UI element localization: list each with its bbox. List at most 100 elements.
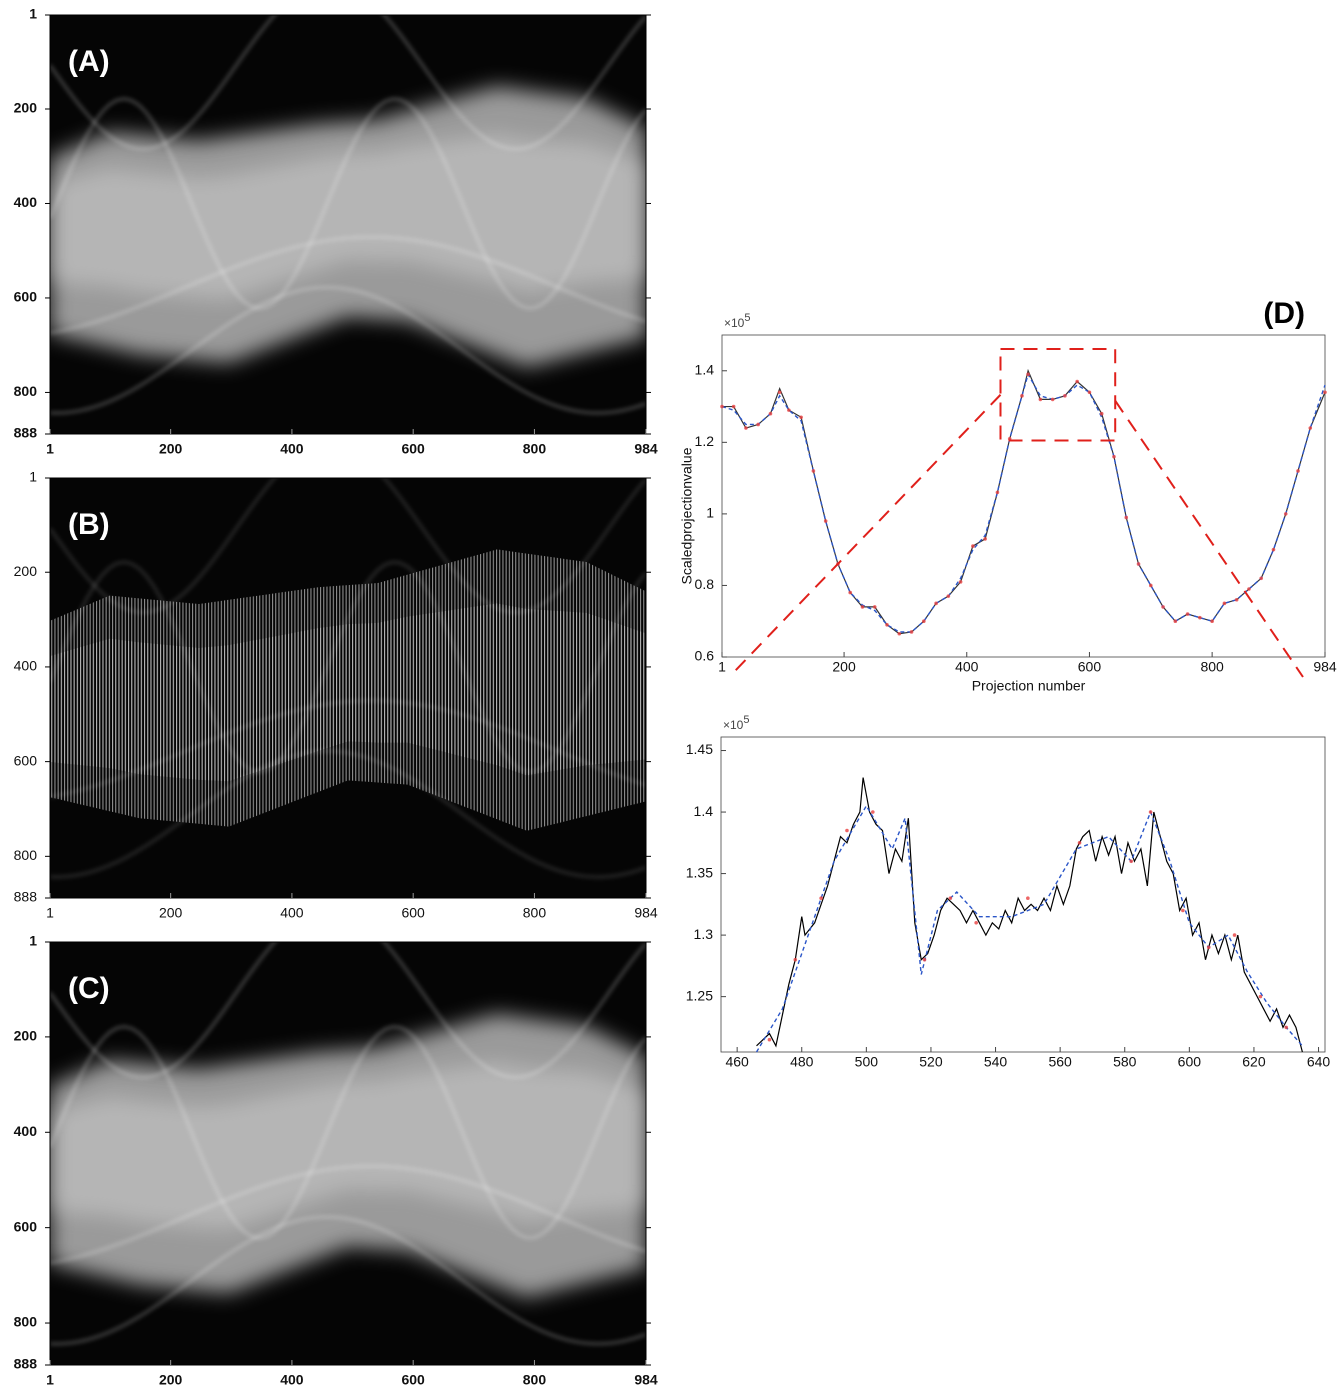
x-tick-label: 600 — [1178, 1054, 1202, 1070]
data-point — [1234, 597, 1239, 602]
y-tick-label: 800 — [14, 1314, 38, 1330]
y-tick-label: 888 — [14, 425, 38, 441]
data-point — [1308, 426, 1313, 430]
sinogram-strand — [50, 1164, 646, 1265]
data-point — [974, 921, 978, 925]
data-point — [983, 537, 987, 541]
sinogram-strand — [50, 1215, 646, 1346]
data-point — [1259, 576, 1264, 581]
data-point — [946, 594, 951, 598]
zoom-box — [999, 347, 1117, 442]
sinogram-strand — [50, 699, 646, 799]
data-point — [1284, 1025, 1289, 1030]
axes-frame — [49, 14, 647, 435]
x-tick-label: 640 — [1307, 1054, 1331, 1070]
sinogram-strand — [50, 285, 646, 415]
data-point — [995, 490, 1000, 495]
x-tick-label: 600 — [401, 905, 425, 921]
y-tick-label: 888 — [14, 889, 38, 905]
y-tick-label: 1.45 — [686, 741, 713, 757]
x-tick-label: 400 — [280, 1372, 304, 1388]
data-point — [811, 469, 816, 473]
axes-frame — [720, 736, 1326, 1053]
x-tick-label: 984 — [634, 1372, 658, 1388]
data-point — [1185, 612, 1190, 616]
x-tick-label: 400 — [955, 659, 979, 675]
y-tick-label: 1.4 — [694, 803, 714, 819]
x-tick-label: 200 — [159, 905, 183, 921]
y-tick-label: 1 — [29, 469, 37, 485]
sinogram-strand — [50, 560, 646, 774]
data-point — [948, 896, 953, 900]
x-tick-label: 800 — [523, 441, 547, 457]
x-tick-label: 200 — [159, 441, 183, 457]
data-point — [1020, 394, 1024, 398]
sinogram-strand — [50, 478, 646, 614]
sinogram-strand — [50, 749, 646, 879]
y-tick-label: 600 — [14, 1218, 38, 1234]
data-point — [1077, 841, 1082, 845]
data-point — [1161, 605, 1165, 609]
data-point — [1181, 908, 1185, 913]
axes-frame — [49, 477, 647, 899]
x-tick-label: 1 — [718, 659, 726, 675]
data-point — [1112, 454, 1116, 459]
data-point — [1124, 515, 1129, 520]
data-point — [872, 605, 877, 609]
data-point — [767, 1037, 772, 1042]
data-point — [922, 619, 926, 624]
y-tick-label: 1.3 — [694, 926, 714, 942]
y-tick-label: 400 — [14, 194, 38, 210]
sinogram — [50, 15, 646, 434]
x-tick-label: 984 — [1313, 659, 1337, 675]
data-point — [1136, 562, 1141, 566]
data-point — [1087, 390, 1092, 395]
y-tick-label: 1.2 — [695, 433, 715, 449]
data-point — [848, 590, 853, 595]
y-multiplier-base: ×10 — [723, 718, 744, 732]
x-tick-label: 1 — [46, 1372, 54, 1388]
x-tick-label: 800 — [1200, 659, 1224, 675]
y-tick-label: 0.6 — [695, 648, 715, 664]
data-point — [1148, 583, 1153, 588]
panel-label: (B) — [68, 508, 110, 541]
x-tick-label: 984 — [634, 905, 658, 921]
data-point — [1232, 933, 1237, 937]
data-line — [721, 372, 1326, 633]
data-point — [1075, 379, 1079, 384]
zoom-connector — [1114, 400, 1304, 678]
panel-label: (D) — [1263, 297, 1305, 330]
data-point — [1271, 547, 1276, 552]
sinogram — [50, 478, 646, 898]
data-point — [1099, 411, 1104, 416]
sinogram-strand — [50, 1025, 646, 1240]
y-tick-label: 1.25 — [686, 987, 713, 1003]
data-point — [1063, 394, 1067, 398]
axes-frame — [49, 941, 647, 1366]
data-point — [799, 415, 803, 420]
y-tick-label: 0.8 — [695, 576, 715, 592]
y-tick-label: 1.35 — [686, 864, 713, 880]
x-tick-label: 1 — [46, 441, 54, 457]
x-tick-label: 984 — [634, 441, 658, 457]
x-tick-label: 460 — [725, 1054, 749, 1070]
y-tick-label: 400 — [14, 1123, 38, 1139]
y-multiplier: ×105 — [723, 714, 749, 732]
data-point — [819, 896, 823, 900]
data-point — [885, 623, 889, 627]
data-point — [777, 390, 782, 395]
sinogram-core — [50, 134, 646, 300]
data-point — [1198, 615, 1202, 620]
y-tick-label: 200 — [14, 563, 38, 579]
data-line — [722, 368, 1326, 635]
data-point — [1222, 601, 1227, 606]
sinogram-core — [50, 1062, 646, 1230]
sinogram — [50, 942, 646, 1365]
y-multiplier: ×105 — [724, 312, 750, 330]
data-point — [1247, 587, 1251, 591]
y-tick-label: 1.4 — [695, 361, 715, 377]
y-tick-label: 1 — [706, 505, 714, 521]
panel-label: (A) — [68, 45, 110, 78]
x-tick-label: 400 — [280, 905, 304, 921]
